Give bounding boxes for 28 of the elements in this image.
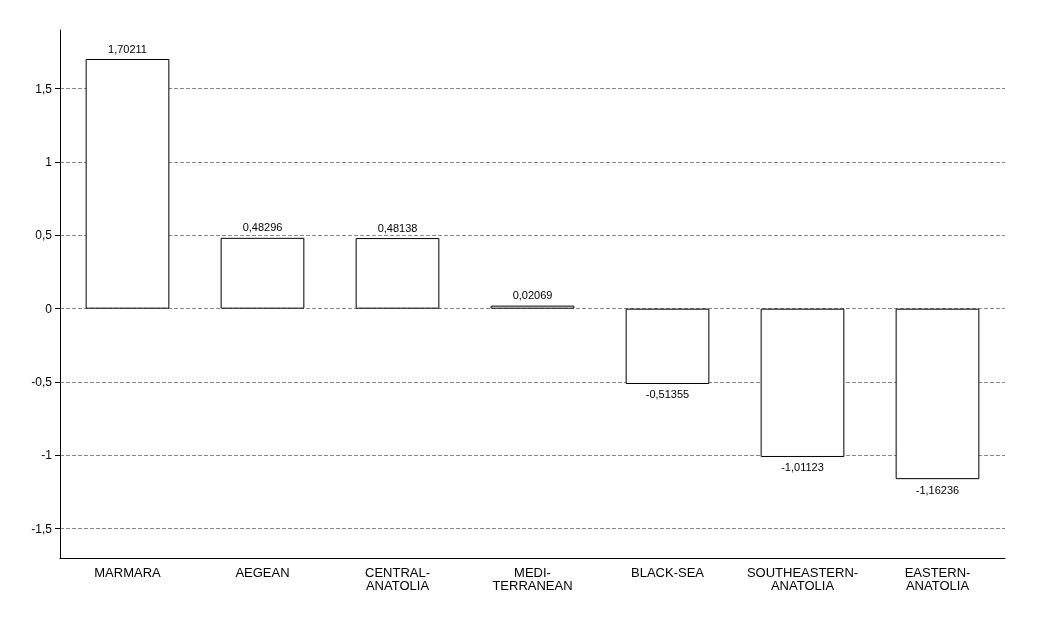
data-label: 0,02069	[512, 289, 553, 302]
y-tick-label: -0,5	[31, 375, 53, 389]
x-tick-label: SOUTHEASTERN- ANATOLIA	[746, 565, 859, 593]
data-label: -1,01123	[781, 461, 824, 474]
x-tick-label: CENTRAL- ANATOLIA	[364, 565, 431, 593]
x-tick-label: AEGEAN	[235, 565, 290, 580]
bar	[220, 237, 305, 309]
y-tick-label: 0,5	[35, 228, 53, 243]
y-tick-label: -1,5	[31, 521, 53, 536]
bar	[625, 308, 710, 384]
y-tick-label: 1	[45, 155, 53, 169]
bar	[85, 59, 170, 309]
y-tick-label: 0	[45, 301, 53, 316]
x-tick-label: MARMARA	[94, 565, 162, 580]
bar	[355, 238, 440, 309]
bar	[895, 308, 980, 480]
y-tick-label: -1	[41, 448, 53, 463]
data-label: 0,48138	[377, 221, 418, 234]
bar	[760, 308, 845, 457]
data-label: 1,70211	[108, 42, 147, 55]
x-tick-label: EASTERN- ANATOLIA	[904, 565, 971, 593]
bar	[490, 305, 575, 309]
data-label: -0,51355	[645, 388, 690, 401]
x-tick-label: BLACK-SEA	[631, 565, 705, 580]
data-label: 0,48296	[242, 221, 283, 234]
data-label: -1,16236	[915, 483, 960, 496]
y-tick-label: 1,5	[35, 81, 53, 96]
x-tick-label: MEDI- TERRANEAN	[492, 565, 573, 593]
